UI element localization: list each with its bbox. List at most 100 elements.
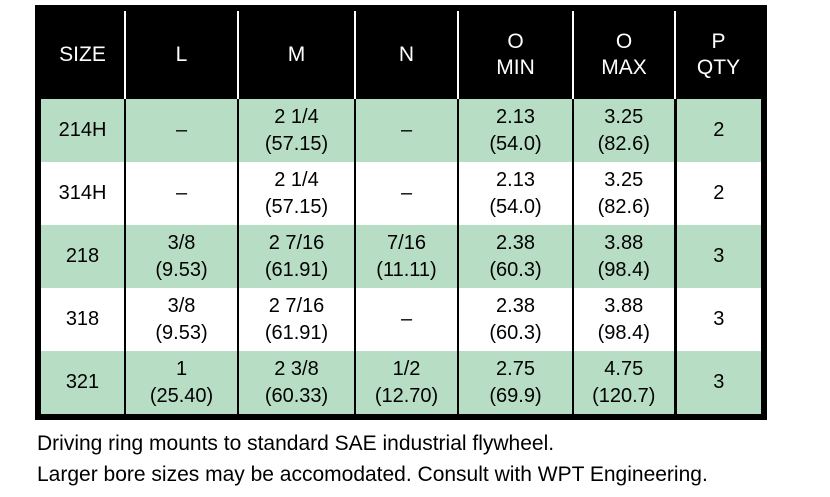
cell-value: 218 xyxy=(65,245,100,267)
cell-value: 3 xyxy=(713,308,725,330)
value-cell: 2.38 (60.3) xyxy=(457,225,573,288)
spec-table: SIZE L M N O xyxy=(41,11,761,414)
col-header-n: N xyxy=(354,11,458,99)
cell-metric-value: (98.4) xyxy=(597,258,650,281)
value-cell: 2 3/8 (60.33) xyxy=(237,351,355,414)
cell-value: 2.75 xyxy=(496,357,535,380)
size-cell: 318 xyxy=(41,288,125,351)
cell-value: 2.13 xyxy=(496,105,535,128)
cell-value: 2 1/4 xyxy=(274,168,319,191)
cell-value: 7/16 xyxy=(387,231,426,254)
value-cell: 3/8 (9.53) xyxy=(124,225,238,288)
col-header-o-min: O MIN xyxy=(457,11,573,99)
cell-metric-value: (54.0) xyxy=(489,195,542,218)
note-flywheel-mount: Driving ring mounts to standard SAE indu… xyxy=(37,432,555,455)
cell-value: – xyxy=(400,182,413,204)
cell-metric-value: (57.15) xyxy=(264,195,329,218)
cell-value: 2.38 xyxy=(496,231,535,254)
table-row: 218 3/8 (9.53) 2 7/16 (61.91) 7/16 (11.11) 2.38… xyxy=(41,225,761,288)
cell-value: – xyxy=(175,182,188,204)
value-cell: – xyxy=(354,162,458,225)
value-cell: 2 xyxy=(673,162,761,225)
col-header-label: O xyxy=(615,30,633,53)
value-cell: 2 1/4 (57.15) xyxy=(237,162,355,225)
value-cell: – xyxy=(354,99,458,162)
value-cell: 3 xyxy=(673,351,761,414)
value-cell: 3 xyxy=(673,288,761,351)
cell-metric-value: (12.70) xyxy=(374,384,439,407)
cell-value: 1/2 xyxy=(392,357,421,380)
col-header-label: MAX xyxy=(601,56,647,79)
cell-metric-value: (11.11) xyxy=(376,258,437,281)
value-cell: 2 7/16 (61.91) xyxy=(237,225,355,288)
note-bore-sizes: Larger bore sizes may be accomodated. Co… xyxy=(37,463,708,486)
table-row: 314H – 2 1/4 (57.15) – 2.13 (54.0) 3.25 (82.6) 2 xyxy=(41,162,761,225)
cell-value: 3.25 xyxy=(604,105,644,128)
cell-metric-value: (98.4) xyxy=(597,321,650,344)
col-header-size: SIZE xyxy=(41,11,125,99)
cell-metric-value: (61.91) xyxy=(264,258,329,281)
value-cell: 7/16 (11.11) xyxy=(354,225,458,288)
cell-metric-value: (60.3) xyxy=(489,321,542,344)
value-cell: 3/8 (9.53) xyxy=(124,288,238,351)
col-header-o-max: O MAX xyxy=(572,11,675,99)
cell-value: – xyxy=(175,119,188,141)
cell-value: – xyxy=(400,119,413,141)
value-cell: 2.13 (54.0) xyxy=(457,162,573,225)
cell-value: 3.88 xyxy=(604,294,644,317)
cell-value: 3 xyxy=(713,371,725,393)
cell-value: 2 7/16 xyxy=(268,231,325,254)
cell-value: 1 xyxy=(175,357,188,380)
cell-value: 3.88 xyxy=(604,231,644,254)
cell-metric-value: (120.7) xyxy=(592,384,656,407)
cell-value: 3/8 xyxy=(167,231,196,254)
cell-value: 314H xyxy=(58,182,107,204)
value-cell: 2.75 (69.9) xyxy=(457,351,573,414)
cell-value: 2.13 xyxy=(496,168,535,191)
col-header-label: L xyxy=(175,43,188,66)
size-cell: 314H xyxy=(41,162,125,225)
header-row: SIZE L M N O xyxy=(41,11,761,99)
cell-value: 318 xyxy=(65,308,100,330)
table-row: 214H – 2 1/4 (57.15) – 2.13 (54.0) 3.25 (82.6) 2 xyxy=(41,99,761,162)
col-header-p-qty: P QTY xyxy=(674,11,761,99)
cell-value: 214H xyxy=(58,119,107,141)
value-cell: 2 7/16 (61.91) xyxy=(237,288,355,351)
value-cell: 1/2 (12.70) xyxy=(354,351,458,414)
value-cell: 3.88 (98.4) xyxy=(572,288,675,351)
col-header-label: MIN xyxy=(496,56,535,79)
value-cell: – xyxy=(124,162,238,225)
table-row: 318 3/8 (9.53) 2 7/16 (61.91) – 2.38 (60.3) 3.88… xyxy=(41,288,761,351)
value-cell: 3.25 (82.6) xyxy=(572,162,675,225)
col-header-m: M xyxy=(237,11,355,99)
cell-value: 321 xyxy=(65,371,100,393)
cell-metric-value: (25.40) xyxy=(149,384,214,407)
value-cell: 4.75 (120.7) xyxy=(572,351,675,414)
col-header-l: L xyxy=(124,11,238,99)
col-header-label: P xyxy=(711,30,726,53)
cell-value: 2.38 xyxy=(496,294,535,317)
value-cell: 2.38 (60.3) xyxy=(457,288,573,351)
cell-metric-value: (54.0) xyxy=(489,132,542,155)
value-cell: – xyxy=(124,99,238,162)
size-cell: 321 xyxy=(41,351,125,414)
cell-value: 3 xyxy=(713,245,725,267)
value-cell: 1 (25.40) xyxy=(124,351,238,414)
notes: Driving ring mounts to standard SAE indu… xyxy=(37,428,708,490)
value-cell: 3.25 (82.6) xyxy=(572,99,675,162)
cell-metric-value: (82.6) xyxy=(597,195,650,218)
value-cell: 3.88 (98.4) xyxy=(572,225,675,288)
size-cell: 214H xyxy=(41,99,125,162)
cell-value: 2 xyxy=(713,182,725,204)
table-row: 321 1 (25.40) 2 3/8 (60.33) 1/2 (12.70) 2.75 (69… xyxy=(41,351,761,414)
value-cell: 2 1/4 (57.15) xyxy=(237,99,355,162)
cell-metric-value: (9.53) xyxy=(155,258,208,281)
cell-metric-value: (61.91) xyxy=(264,321,329,344)
col-header-label: O xyxy=(507,30,524,53)
value-cell: 3 xyxy=(673,225,761,288)
size-cell: 218 xyxy=(41,225,125,288)
cell-metric-value: (82.6) xyxy=(597,132,650,155)
col-header-label: M xyxy=(287,43,306,66)
cell-metric-value: (60.33) xyxy=(264,384,329,407)
